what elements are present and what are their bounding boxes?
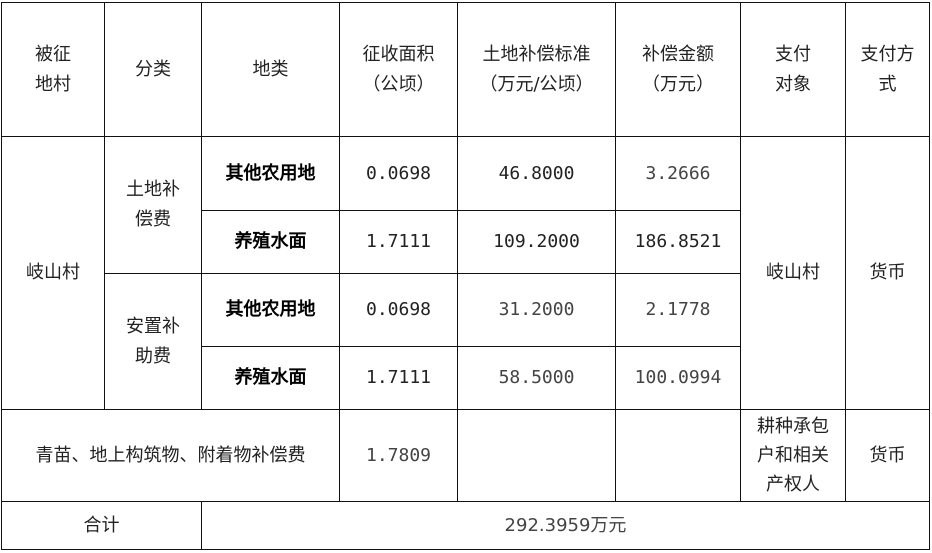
- category-text: 安置补: [126, 315, 180, 337]
- header-text: 式: [878, 73, 897, 95]
- crops-payee-cell: 耕种承包户和相关产权人: [740, 409, 846, 502]
- header-text: 补偿金额: [642, 43, 714, 65]
- standard-cell: 31.2000: [457, 273, 616, 347]
- land-type-cell: 其他农用地: [201, 136, 340, 211]
- payee-text: 耕种承包: [757, 416, 829, 437]
- header-category: 分类: [104, 2, 202, 137]
- area-cell: 1.7111: [339, 346, 458, 410]
- crops-area-cell: 1.7809: [339, 409, 458, 502]
- village-cell: 岐山村: [1, 136, 105, 410]
- header-text: 地村: [35, 73, 71, 95]
- payee-text: 户和相关: [757, 445, 829, 466]
- header-method: 支付方式: [845, 2, 930, 137]
- header-payee: 支付 对象: [740, 2, 846, 137]
- header-text: 土地补偿标准: [482, 43, 591, 65]
- header-amount: 补偿金额 （万元）: [615, 2, 741, 137]
- crops-method-cell: 货币: [845, 409, 930, 502]
- amount-cell: 186.8521: [615, 210, 741, 274]
- area-cell: 0.0698: [339, 136, 458, 211]
- header-village: 被征 地村: [1, 2, 105, 137]
- category-cell: 安置补 助费: [104, 273, 202, 410]
- payee-text: 产权人: [766, 474, 820, 495]
- header-land-type: 地类: [201, 2, 340, 137]
- header-text: 对象: [775, 73, 811, 95]
- header-text: 支付方: [860, 43, 915, 65]
- area-cell: 0.0698: [339, 273, 458, 347]
- payee-cell: 岐山村: [740, 136, 846, 410]
- category-text: 助费: [135, 345, 171, 367]
- category-cell: 土地补 偿费: [104, 136, 202, 274]
- crops-amount-cell: [615, 409, 741, 502]
- amount-cell: 100.0994: [615, 346, 741, 410]
- header-text: 被征: [35, 43, 71, 65]
- crops-standard-cell: [457, 409, 616, 502]
- standard-cell: 109.2000: [457, 210, 616, 274]
- amount-cell: 3.2666: [615, 136, 741, 211]
- area-cell: 1.7111: [339, 210, 458, 274]
- land-type-cell: 养殖水面: [201, 210, 340, 274]
- total-value-cell: 292.3959万元: [201, 501, 930, 550]
- total-label-cell: 合计: [1, 501, 202, 550]
- header-text: （万元/公顷）: [479, 73, 594, 95]
- header-text: 征收面积: [362, 43, 435, 65]
- method-cell: 货币: [845, 136, 930, 410]
- header-text: 支付: [775, 43, 811, 65]
- category-text: 偿费: [135, 209, 171, 230]
- category-text: 土地补: [126, 179, 180, 200]
- land-type-cell: 其他农用地: [201, 273, 340, 347]
- crops-label-cell: 青苗、地上构筑物、附着物补偿费: [1, 409, 340, 502]
- standard-cell: 58.5000: [457, 346, 616, 410]
- header-text: （万元）: [642, 73, 714, 95]
- header-area: 征收面积 （公顷）: [339, 2, 458, 137]
- header-standard: 土地补偿标准 （万元/公顷）: [457, 2, 616, 137]
- land-type-cell: 养殖水面: [201, 346, 340, 410]
- amount-cell: 2.1778: [615, 273, 741, 347]
- header-text: （公顷）: [362, 73, 435, 95]
- standard-cell: 46.8000: [457, 136, 616, 211]
